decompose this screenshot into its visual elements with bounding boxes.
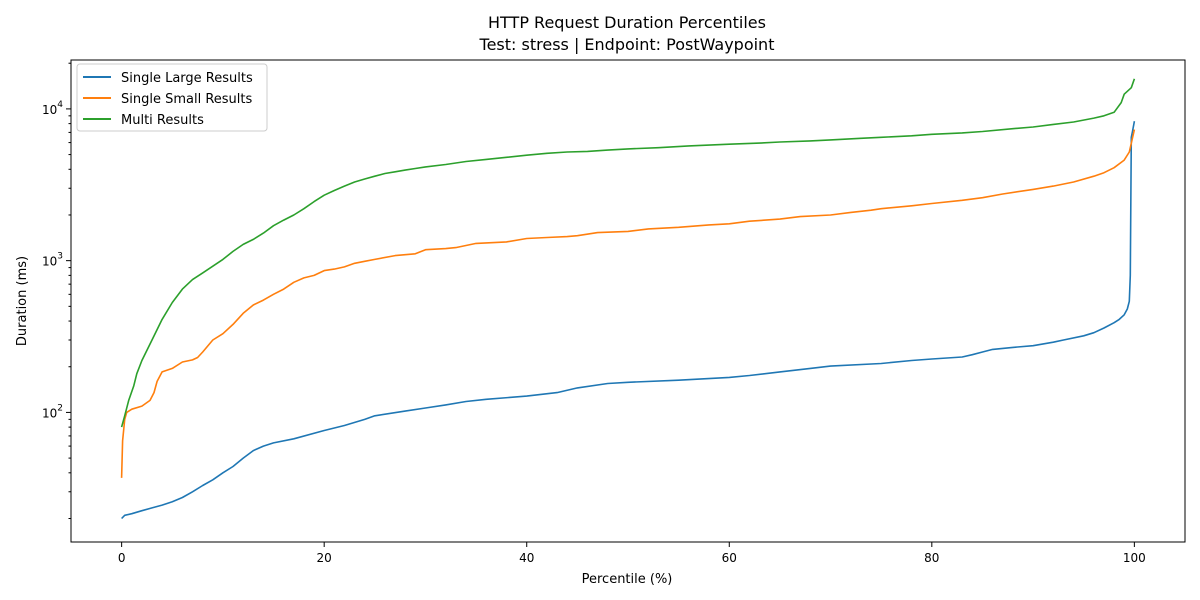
legend-box xyxy=(76,63,268,132)
x-axis-label: Percentile (%) xyxy=(582,572,673,587)
y-tick-label-1: 103 xyxy=(42,252,63,269)
x-tick-label-3: 60 xyxy=(722,551,737,565)
x-tick-label-4: 80 xyxy=(924,551,939,565)
legend-label-2: Multi Results xyxy=(121,113,204,128)
y-tick-exponent: 3 xyxy=(57,252,63,262)
legend-label-0: Single Large Results xyxy=(121,71,253,86)
legend-label-1: Single Small Results xyxy=(121,92,253,107)
y-tick-label-2: 104 xyxy=(42,100,63,117)
x-tick-label-0: 0 xyxy=(118,551,126,565)
x-tick-label-5: 100 xyxy=(1123,551,1146,565)
y-tick-base: 10 xyxy=(42,255,57,269)
series-line-1 xyxy=(120,129,1136,478)
y-tick-exponent: 2 xyxy=(57,403,63,413)
chart-subtitle: Test: stress | Endpoint: PostWaypoint xyxy=(479,35,775,54)
y-tick-label-0: 102 xyxy=(42,403,63,420)
series-line-0 xyxy=(121,121,1136,520)
y-tick-exponent: 4 xyxy=(57,100,63,110)
plot-area xyxy=(71,60,1185,542)
y-axis-label: Duration (ms) xyxy=(15,256,30,346)
series-layer xyxy=(120,78,1136,520)
x-tick-label-1: 20 xyxy=(317,551,332,565)
y-tick-base: 10 xyxy=(42,103,57,117)
chart-title: HTTP Request Duration Percentiles xyxy=(488,13,766,32)
y-tick-base: 10 xyxy=(42,406,57,420)
legend: Single Large Results Single Small Results… xyxy=(76,63,268,132)
plot-frame xyxy=(70,59,1186,543)
series-line-2 xyxy=(120,78,1136,428)
x-tick-label-2: 40 xyxy=(519,551,534,565)
